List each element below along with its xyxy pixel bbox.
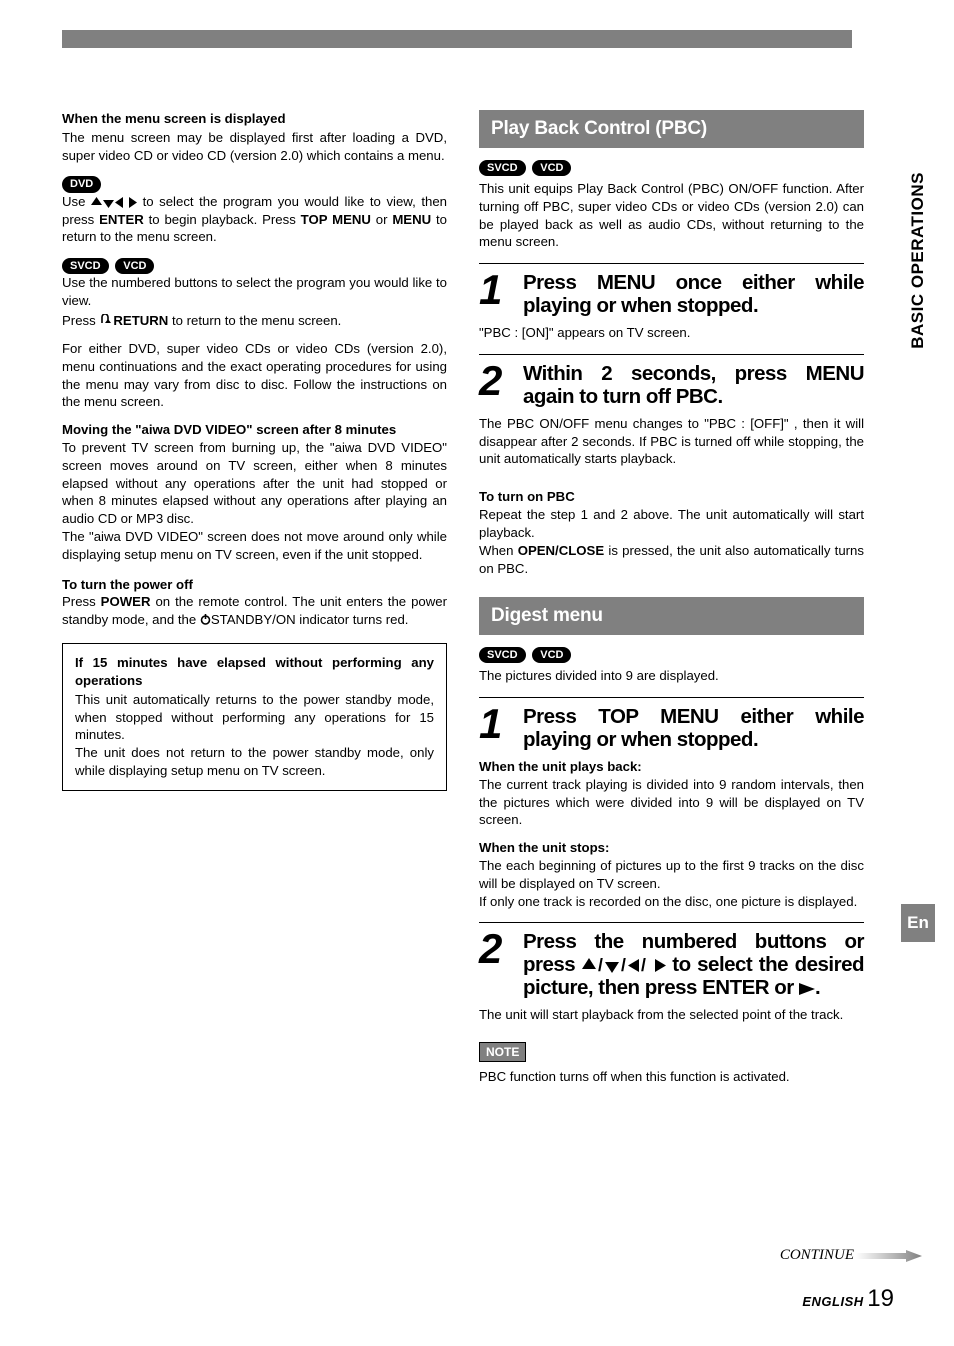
para-pbc-intro: This unit equips Play Back Control (PBC)… <box>479 180 864 251</box>
para-either: For either DVD, super video CDs or video… <box>62 340 447 411</box>
txt: or <box>371 212 392 227</box>
continue-arrow-icon <box>856 1250 922 1262</box>
box-p1: This unit automatically returns to the p… <box>75 691 434 744</box>
note-label: NOTE <box>479 1042 526 1062</box>
menu-label: MENU <box>392 212 431 227</box>
txt: . <box>815 976 820 999</box>
step-digest-1: 1 Press TOP MENU either while playing or… <box>479 697 864 752</box>
txt: Use <box>62 194 91 209</box>
step-title: Within 2 seconds, press MENU again to tu… <box>523 355 864 409</box>
return-label: RETURN <box>113 313 168 328</box>
txt: to begin playback. Press <box>144 212 301 227</box>
power-icon <box>200 612 211 623</box>
para-turnon-2: When OPEN/CLOSE is pressed, the unit als… <box>479 542 864 578</box>
side-section-label: BASIC OPERATIONS <box>907 172 930 349</box>
power-label: POWER <box>101 594 151 609</box>
header-bar <box>62 30 852 48</box>
step-title: Press TOP MENU either while playing or w… <box>523 698 864 752</box>
para-poweroff: Press POWER on the remote control. The u… <box>62 593 447 629</box>
step-pbc-1: 1 Press MENU once either while playing o… <box>479 263 864 318</box>
step2-sub: The PBC ON/OFF menu changes to "PBC : [O… <box>479 415 864 468</box>
page-footer: ENGLISH 19 <box>802 1283 894 1315</box>
step-number: 1 <box>479 698 523 752</box>
section-digest: Digest menu <box>479 597 864 635</box>
txt: Press <box>62 313 99 328</box>
page-content: When the menu screen is displayed The me… <box>62 110 864 1086</box>
subhead-plays-back: When the unit plays back: <box>479 758 864 776</box>
svg-text:/: / <box>598 958 603 973</box>
vcd-badge-label: VCD <box>532 647 571 663</box>
note-block: NOTE PBC function turns off when this fu… <box>479 1042 864 1086</box>
arrow-up-slash-down-slash-left-slash-right-icon: / / / <box>582 958 666 973</box>
heading-menu-screen: When the menu screen is displayed <box>62 110 447 128</box>
step-d2-sub: The unit will start playback from the se… <box>479 1006 864 1024</box>
badge-dvd: DVD <box>62 174 447 192</box>
box-p2: The unit does not return to the power st… <box>75 744 434 780</box>
step-number: 2 <box>479 923 523 1000</box>
para-svcd-1: Use the numbered buttons to select the p… <box>62 274 447 310</box>
svcd-badge-label: SVCD <box>479 647 526 663</box>
txt: to return to the menu screen. <box>168 313 341 328</box>
txt: STANDBY/ON indicator turns red. <box>211 612 409 627</box>
txt: Press <box>62 594 101 609</box>
return-icon <box>99 313 113 325</box>
subhead-stops: When the unit stops: <box>479 839 864 857</box>
para-plays-back: The current track playing is divided int… <box>479 776 864 829</box>
para-menu-intro: The menu screen may be displayed first a… <box>62 129 447 165</box>
step-number: 1 <box>479 264 523 318</box>
para-stops-2: If only one track is recorded on the dis… <box>479 893 864 911</box>
standby-note-box: If 15 minutes have elapsed without perfo… <box>62 643 447 791</box>
play-icon <box>799 983 815 995</box>
continue-label: CONTINUE <box>780 1245 854 1265</box>
vcd-badge-label: VCD <box>115 258 154 274</box>
para-svcd-2: Press RETURN to return to the menu scree… <box>62 312 447 330</box>
svg-text:/: / <box>621 958 626 973</box>
heading-turnon-pbc: To turn on PBC <box>479 488 864 506</box>
badges-digest: SVCD VCD <box>479 645 864 663</box>
footer-lang: ENGLISH <box>802 1294 863 1309</box>
topmenu-label: TOP MENU <box>301 212 371 227</box>
step1-sub: "PBC : [ON]" appears on TV screen. <box>479 324 864 342</box>
dvd-badge-label: DVD <box>62 176 101 192</box>
para-dvd-instructions: Use to select the program you would like… <box>62 193 447 246</box>
section-pbc: Play Back Control (PBC) <box>479 110 864 148</box>
right-column: Play Back Control (PBC) SVCD VCD This un… <box>479 110 864 1086</box>
badge-svcd-vcd: SVCD VCD <box>62 256 447 274</box>
note-text: PBC function turns off when this functio… <box>479 1068 864 1086</box>
badges-pbc: SVCD VCD <box>479 158 864 176</box>
svg-text:/: / <box>641 958 646 973</box>
step-pbc-2: 2 Within 2 seconds, press MENU again to … <box>479 354 864 409</box>
para-moving-2: The "aiwa DVD VIDEO" screen does not mov… <box>62 528 447 564</box>
side-lang-tab: En <box>901 904 935 942</box>
heading-poweroff: To turn the power off <box>62 576 447 594</box>
para-moving-1: To prevent TV screen from burning up, th… <box>62 439 447 528</box>
footer-page: 19 <box>867 1285 894 1312</box>
enter-label: ENTER <box>99 212 144 227</box>
para-digest-intro: The pictures divided into 9 are displaye… <box>479 667 864 685</box>
arrow-up-down-left-right-icon <box>91 197 137 208</box>
para-stops-1: The each beginning of pictures up to the… <box>479 857 864 893</box>
svcd-badge-label: SVCD <box>62 258 109 274</box>
heading-moving: Moving the "aiwa DVD VIDEO" screen after… <box>62 421 447 439</box>
openclose-label: OPEN/CLOSE <box>518 543 604 558</box>
vcd-badge-label: VCD <box>532 160 571 176</box>
box-heading: If 15 minutes have elapsed without perfo… <box>75 654 434 690</box>
step-number: 2 <box>479 355 523 409</box>
para-turnon-1: Repeat the step 1 and 2 above. The unit … <box>479 506 864 542</box>
txt: When <box>479 543 518 558</box>
step-title: Press the numbered buttons or press /// … <box>523 923 864 1000</box>
left-column: When the menu screen is displayed The me… <box>62 110 447 1086</box>
step-title: Press MENU once either while playing or … <box>523 264 864 318</box>
svcd-badge-label: SVCD <box>479 160 526 176</box>
step-digest-2: 2 Press the numbered buttons or press //… <box>479 922 864 1000</box>
